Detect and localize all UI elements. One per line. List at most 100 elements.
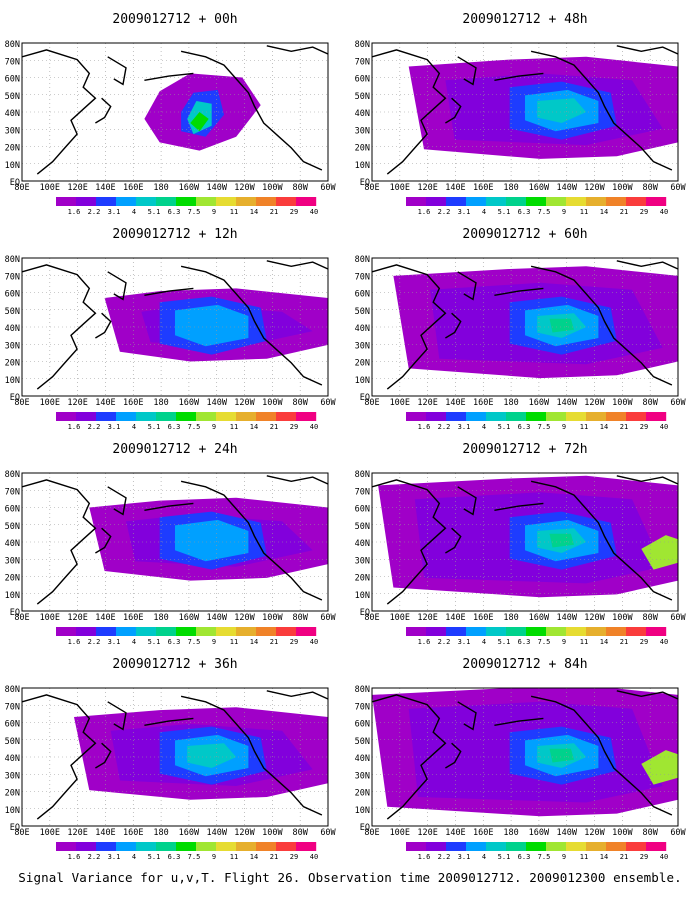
coastline: [445, 97, 462, 124]
lon-label: 160E: [473, 183, 493, 193]
panel-title: 2009012712 + 36h: [112, 657, 237, 672]
lon-label: 140E: [445, 183, 465, 193]
lat-label: 50N: [355, 737, 370, 747]
colorbar-swatch: [506, 197, 527, 206]
lon-label: 140W: [556, 613, 577, 623]
colorbar-swatch: [506, 412, 527, 421]
lat-label: 10N: [5, 591, 20, 601]
lat-label: 80N: [355, 255, 370, 265]
lon-label: 80E: [364, 828, 379, 838]
lon-label: 60W: [320, 613, 336, 623]
coastline: [95, 97, 112, 124]
map-frame: [21, 687, 329, 827]
colorbar-label: 11: [230, 853, 238, 861]
colorbar-swatch: [566, 842, 587, 851]
map-panel: 2009012712 + 36h 80N 70N 60N 50N 40N 30N 20N 10N…: [5, 657, 337, 861]
colorbar-label: 29: [640, 638, 648, 646]
colorbar-label: 40: [660, 423, 668, 431]
lon-label: 140W: [206, 828, 227, 838]
colorbar-swatch: [176, 197, 197, 206]
lon-label: 180: [503, 828, 518, 838]
colorbar-swatch: [506, 627, 527, 636]
lat-label: 30N: [5, 126, 20, 136]
lat-label: 60N: [5, 290, 20, 300]
coastline: [144, 72, 194, 81]
colorbar-label: 7.5: [538, 208, 551, 216]
lon-label: 120W: [584, 398, 605, 408]
lon-label: 180: [153, 398, 168, 408]
colorbar-swatch: [406, 627, 427, 636]
map-frame: [21, 257, 329, 397]
coastline: [266, 475, 328, 485]
lon-label: 100E: [40, 398, 60, 408]
lon-label: 160W: [529, 828, 550, 838]
lat-label: EQ: [10, 608, 20, 618]
colorbar-swatch: [566, 197, 587, 206]
colorbar-label: 40: [660, 638, 668, 646]
colorbar-swatch: [176, 412, 197, 421]
lon-label: 100W: [612, 828, 633, 838]
colorbar-swatch: [156, 197, 177, 206]
colorbar-swatch: [256, 627, 277, 636]
colorbar-label: 5.1: [498, 853, 511, 861]
lat-label: 10N: [5, 376, 20, 386]
lat-label: 60N: [5, 505, 20, 515]
colorbar-label: 2.2: [88, 208, 101, 216]
lat-label: 80N: [355, 470, 370, 480]
lon-label: 80W: [293, 828, 309, 838]
lon-label: 120E: [67, 183, 87, 193]
lat-label: 70N: [5, 487, 20, 497]
colorbar-swatch: [236, 197, 257, 206]
lat-label: 20N: [5, 359, 20, 369]
colorbar-swatch: [96, 412, 117, 421]
lat-label: 40N: [355, 109, 370, 119]
lon-label: 160E: [123, 398, 143, 408]
lat-label: 10N: [355, 591, 370, 601]
colorbar-swatch: [646, 412, 667, 421]
lon-label: 160E: [473, 398, 493, 408]
lon-label: 120W: [234, 828, 255, 838]
colorbar-label: 2.2: [438, 853, 451, 861]
colorbar-label: 5.1: [148, 638, 161, 646]
colorbar-swatch: [626, 842, 647, 851]
coastline: [372, 49, 447, 175]
coastline: [457, 271, 477, 301]
colorbar-swatch: [116, 627, 137, 636]
coastline: [180, 50, 323, 171]
variance-shading: [549, 748, 574, 763]
lat-label: 20N: [5, 144, 20, 154]
colorbar-label: 7.5: [538, 638, 551, 646]
lat-label: 50N: [355, 522, 370, 532]
lat-label: 20N: [355, 789, 370, 799]
colorbar-swatch: [486, 412, 507, 421]
colorbar-label: 7.5: [188, 853, 201, 861]
lon-label: 160E: [123, 828, 143, 838]
lon-label: 120E: [417, 613, 437, 623]
lat-label: 20N: [355, 359, 370, 369]
coastline: [107, 271, 127, 301]
coastline: [530, 480, 673, 601]
lon-label: 140E: [95, 613, 115, 623]
lon-label: 160W: [179, 398, 200, 408]
coastline: [180, 695, 323, 816]
variance-shading: [549, 533, 574, 548]
lon-label: 100W: [262, 828, 283, 838]
coastline: [457, 486, 477, 516]
colorbar-swatch: [446, 627, 467, 636]
map-panel: 2009012712 + 60h 80N 70N 60N 50N 40N 30N 20N 10N…: [355, 227, 687, 431]
figure-caption: Signal Variance for u,v,T. Flight 26. Ob…: [18, 870, 682, 885]
colorbar-swatch: [76, 842, 97, 851]
lon-label: 100W: [262, 398, 283, 408]
lon-label: 160W: [179, 828, 200, 838]
colorbar-label: 11: [580, 853, 588, 861]
colorbar-label: 9: [212, 853, 216, 861]
colorbar-swatch: [196, 627, 217, 636]
colorbar-label: 7.5: [538, 853, 551, 861]
colorbar-swatch: [546, 842, 567, 851]
variance-shading: [549, 318, 574, 333]
colorbar-swatch: [196, 197, 217, 206]
colorbar-label: 14: [600, 638, 608, 646]
colorbar-label: 40: [660, 853, 668, 861]
lat-label: 20N: [5, 574, 20, 584]
lat-label: 60N: [5, 75, 20, 85]
